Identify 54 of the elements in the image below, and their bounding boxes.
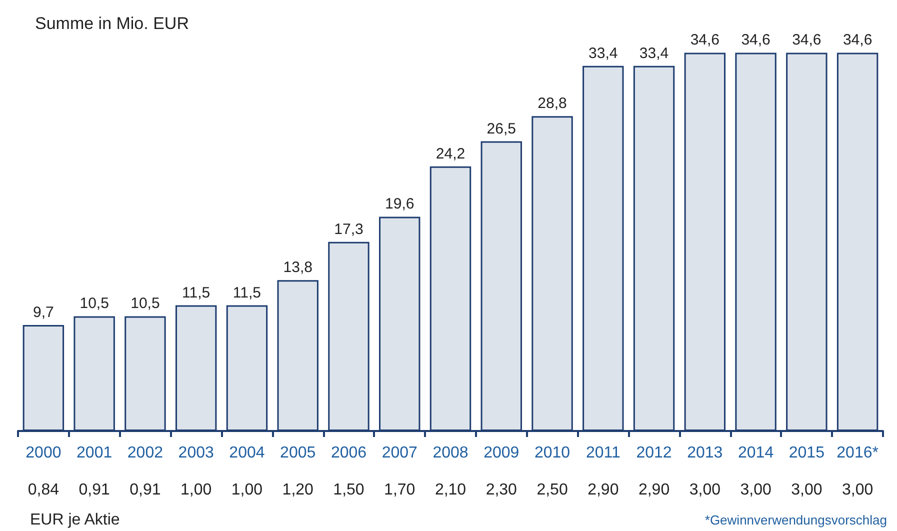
data-label: 11,5 <box>182 284 210 302</box>
data-label: 28,8 <box>538 95 567 112</box>
text: 0,84 <box>28 482 60 498</box>
x-tick-label: 2010 <box>534 444 570 462</box>
data-label: 13,8 <box>283 259 312 276</box>
data-label: 10,5 <box>130 295 160 312</box>
data-label: 34,6 <box>792 32 822 49</box>
text: 2,90 <box>638 482 670 498</box>
x-tick-label: 2009 <box>484 444 520 462</box>
text: 1,70 <box>384 482 416 498</box>
text: 0,91 <box>130 482 161 498</box>
x-tick-label: 2002 <box>127 444 164 462</box>
text: *Gewinnverwendungsvorschlag <box>704 512 887 528</box>
data-label: 10,5 <box>80 295 109 312</box>
data-label: 11,5 <box>232 284 262 302</box>
text: 2,10 <box>434 482 466 498</box>
data-label: 24,2 <box>436 145 466 162</box>
x-tick-label: 2004 <box>229 444 265 462</box>
x-tick-label: 2015 <box>788 444 825 462</box>
text: 1,00 <box>231 482 263 498</box>
text: 3,00 <box>740 482 772 498</box>
data-label: 17,3 <box>334 220 364 238</box>
x-tick-label: 2006 <box>330 444 367 462</box>
x-tick-label: 2011 <box>586 444 620 462</box>
text: 1,50 <box>333 482 364 498</box>
x-tick-label: 2005 <box>280 444 316 462</box>
text: 3,00 <box>842 482 874 498</box>
text: 0,91 <box>78 482 110 498</box>
x-tick-label: 2012 <box>636 444 672 462</box>
text: 2,50 <box>536 482 568 498</box>
x-tick-label: 2003 <box>178 444 214 462</box>
text: 1,00 <box>180 482 212 498</box>
text: 1,20 <box>282 482 314 498</box>
chart-title: Summe in Mio. EUR <box>35 14 189 33</box>
data-label: 26,5 <box>486 120 516 138</box>
text: 2,30 <box>486 482 518 498</box>
text: 3,00 <box>689 482 721 498</box>
data-label: 34,6 <box>741 32 770 49</box>
x-tick-label: 2000 <box>26 444 62 462</box>
x-tick-label: 2014 <box>738 444 774 462</box>
data-label: 33,4 <box>639 44 669 62</box>
data-label: 34,6 <box>842 32 872 49</box>
x-tick-label: 2016* <box>836 444 878 462</box>
data-label: 33,4 <box>588 44 618 62</box>
x-tick-label: 2007 <box>382 444 418 462</box>
x-tick-label: 2013 <box>687 444 723 462</box>
data-label: 34,6 <box>690 32 720 49</box>
data-label: 9,7 <box>33 304 54 321</box>
x-tick-label: 2001 <box>76 444 112 462</box>
x-tick-label: 2008 <box>432 444 468 462</box>
text: EUR je Aktie <box>30 512 120 528</box>
text: 2,90 <box>588 482 619 498</box>
data-label: 19,6 <box>385 196 414 213</box>
text: 3,00 <box>791 482 822 498</box>
